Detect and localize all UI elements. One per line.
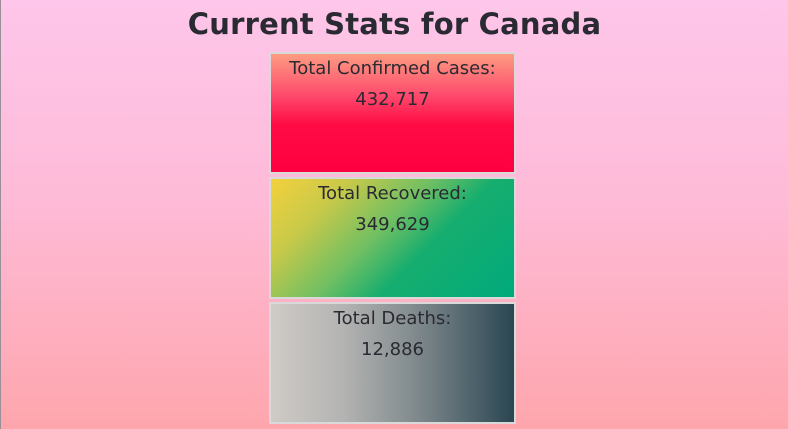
confirmed-cases-card: Total Confirmed Cases: 432,717	[269, 52, 516, 174]
page-title: Current Stats for Canada	[187, 7, 602, 41]
recovered-card: Total Recovered: 349,629	[269, 177, 516, 299]
confirmed-cases-label: Total Confirmed Cases:	[289, 58, 496, 79]
recovered-value: 349,629	[355, 214, 430, 235]
recovered-label: Total Recovered:	[318, 183, 467, 204]
deaths-label: Total Deaths:	[333, 308, 452, 329]
deaths-value: 12,886	[361, 339, 424, 360]
confirmed-cases-value: 432,717	[355, 89, 430, 110]
deaths-card: Total Deaths: 12,886	[269, 302, 516, 424]
